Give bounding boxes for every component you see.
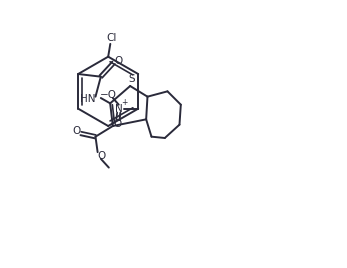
Text: N: N [115, 104, 122, 114]
Text: HN: HN [80, 94, 96, 104]
Text: O: O [72, 126, 80, 136]
Text: O: O [98, 151, 106, 161]
Text: O: O [114, 56, 122, 66]
Text: −O: −O [100, 90, 117, 100]
Text: +: + [121, 98, 128, 107]
Text: Cl: Cl [107, 33, 117, 43]
Text: S: S [128, 74, 135, 84]
Text: O: O [113, 119, 121, 129]
